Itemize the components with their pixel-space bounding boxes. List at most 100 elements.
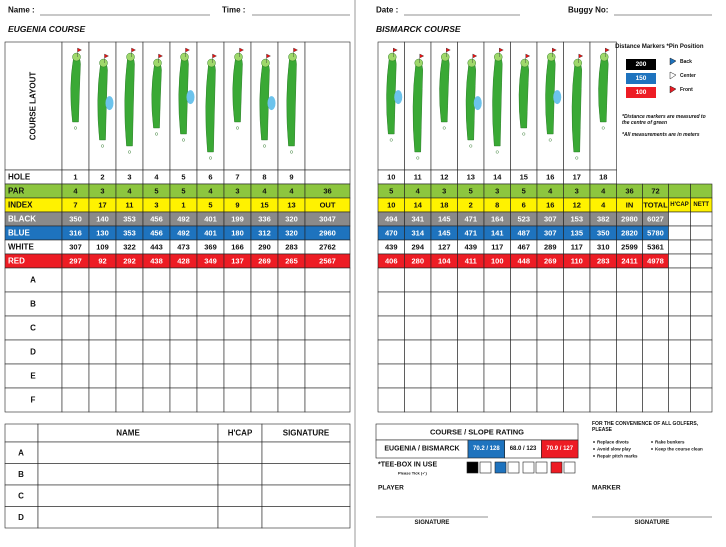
- player-cell: [616, 291, 643, 317]
- marker-label: 200: [636, 61, 647, 68]
- hole-flag: [77, 47, 82, 57]
- cell-value: 494: [385, 215, 398, 224]
- sig-cell: [217, 484, 263, 507]
- cell-value: 3047: [319, 215, 336, 224]
- player-cell: [430, 315, 458, 341]
- cell-value: 467: [517, 243, 530, 252]
- cell-value: H'CAP: [670, 202, 688, 208]
- cell-value: 100: [491, 257, 504, 266]
- score-cell: [668, 253, 691, 269]
- cell-value: OUT: [320, 201, 336, 210]
- cell-value: 3: [100, 187, 104, 196]
- bullet: [593, 448, 595, 450]
- tee-marker: [495, 150, 499, 154]
- player-cell: [277, 315, 306, 341]
- score-cell: [668, 183, 691, 199]
- buggy-label: Buggy No:: [568, 6, 608, 15]
- sig-row-label: D: [18, 513, 24, 522]
- hole-green: [467, 58, 476, 68]
- course-title: BISMARCK COURSE: [376, 24, 461, 34]
- player-cell: [642, 291, 669, 317]
- player-cell: [115, 363, 144, 389]
- hole-flag: [525, 53, 531, 63]
- cell-value: 5: [522, 187, 526, 196]
- marker-label: MARKER: [592, 485, 621, 492]
- player-cell: [169, 363, 198, 389]
- distance-note: *Distance markers are measured to the ce…: [622, 114, 706, 126]
- score-cell: [668, 225, 691, 241]
- hole-green: [288, 52, 297, 62]
- cell-value: 5: [208, 201, 212, 210]
- player-cell: [563, 291, 591, 317]
- tee-tick-box: [563, 461, 576, 474]
- cell-value: 18: [440, 201, 448, 210]
- rating-course: EUGENIA / BISMARCK: [384, 446, 459, 453]
- player-cell: [196, 387, 225, 413]
- rating-title: COURSE / SLOPE RATING: [430, 428, 524, 437]
- pin-flag: [669, 57, 677, 66]
- bullet: [651, 441, 653, 443]
- layout-cell: [304, 41, 351, 171]
- cell-value: 350: [597, 229, 610, 238]
- player-cell: [142, 315, 171, 341]
- cell-value: 5: [469, 187, 473, 196]
- player-cell: [196, 291, 225, 317]
- tee-marker: [575, 156, 579, 160]
- player-cell: [88, 267, 117, 293]
- player-cell: [115, 291, 144, 317]
- player-cell: [457, 267, 485, 293]
- tee-swatch: [466, 461, 479, 474]
- cell-value: 12: [440, 173, 448, 182]
- cell-value: 7: [73, 201, 77, 210]
- cell-value: 349: [204, 257, 217, 266]
- cell-value: 17: [98, 201, 106, 210]
- bullet: [593, 455, 595, 457]
- player-cell: [536, 291, 564, 317]
- cell-value: 341: [411, 215, 424, 224]
- cell-value: 9: [235, 201, 239, 210]
- cell-value: 438: [150, 257, 163, 266]
- hole-water: [105, 96, 114, 111]
- sig-row-label: C: [18, 491, 24, 500]
- player-cell: [430, 291, 458, 317]
- player-cell: [404, 291, 432, 317]
- cell-value: 18: [599, 173, 607, 182]
- player-cell: [404, 363, 432, 389]
- hole-green: [573, 58, 582, 68]
- player-cell: [169, 315, 198, 341]
- player-cell: [88, 363, 117, 389]
- cell-value: 5780: [647, 229, 664, 238]
- cell-value: 36: [323, 187, 331, 196]
- convenience-title: FOR THE CONVENIENCE OF ALL GOLFERS, PLEA…: [592, 421, 699, 433]
- cell-value: 164: [491, 215, 504, 224]
- hole-flag: [212, 53, 217, 63]
- cell-value: 6: [208, 173, 212, 182]
- cell-value: 11: [126, 201, 134, 210]
- player-cell: [250, 291, 279, 317]
- layout-label: COURSE LAYOUT: [29, 72, 38, 141]
- cell-value: 456: [150, 215, 163, 224]
- hole-green: [234, 52, 243, 62]
- hole-flag: [605, 47, 610, 57]
- player-cell: [196, 315, 225, 341]
- cell-value: 3: [154, 201, 158, 210]
- cell-value: 353: [123, 215, 136, 224]
- course-title: EUGENIA COURSE: [8, 24, 85, 34]
- cell-value: 4: [548, 187, 553, 196]
- hole-green: [72, 52, 81, 62]
- sig-header: H'CAP: [228, 429, 253, 438]
- pin-flag: [669, 71, 677, 80]
- cell-value: 6027: [647, 215, 664, 224]
- cell-value: 2960: [319, 229, 336, 238]
- player-cell: [589, 267, 617, 293]
- cell-value: 307: [544, 215, 557, 224]
- cell-value: 487: [517, 229, 530, 238]
- hole-flag: [446, 47, 451, 57]
- sig-header: NAME: [116, 429, 140, 438]
- cell-value: 307: [69, 243, 82, 252]
- player-cell: [61, 339, 90, 365]
- cell-value: 117: [491, 243, 503, 252]
- convenience-item: Keep the course clean: [655, 447, 703, 452]
- player-cell: [169, 339, 198, 365]
